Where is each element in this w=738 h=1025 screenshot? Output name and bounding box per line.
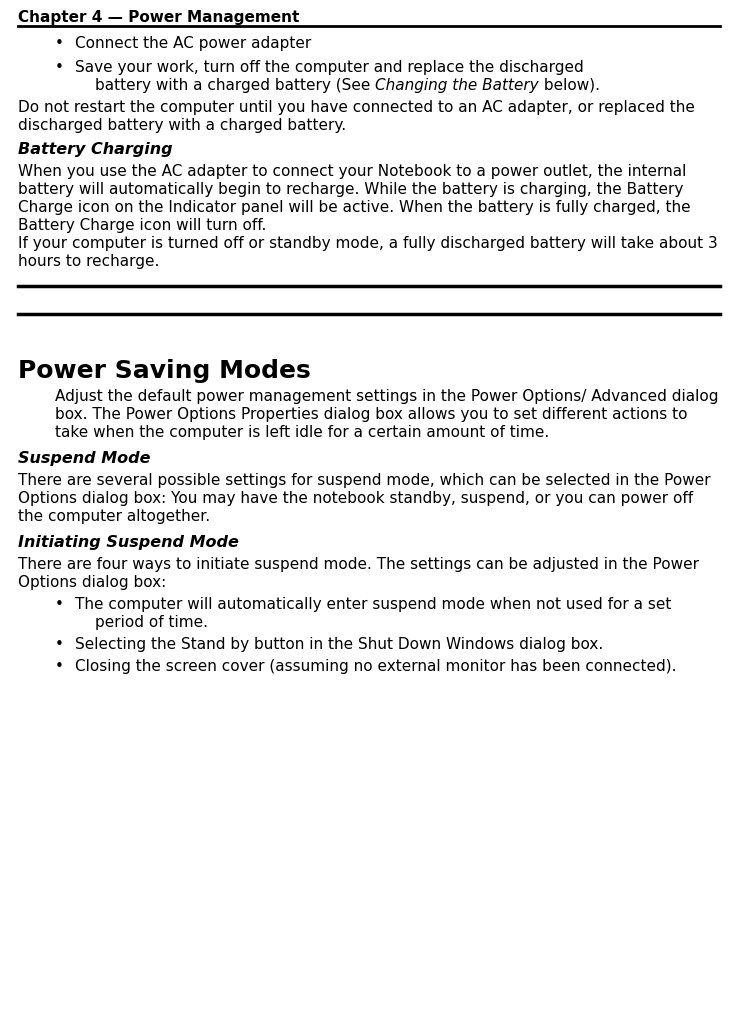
Text: Selecting the Stand by button in the Shut Down Windows dialog box.: Selecting the Stand by button in the Shu… [75, 637, 603, 652]
Text: The computer will automatically enter suspend mode when not used for a set: The computer will automatically enter su… [75, 597, 672, 612]
Text: Options dialog box:: Options dialog box: [18, 575, 166, 590]
Text: Charge icon on the Indicator panel will be active. When the battery is fully cha: Charge icon on the Indicator panel will … [18, 200, 691, 215]
Text: Battery Charge icon will turn off.: Battery Charge icon will turn off. [18, 218, 266, 233]
Text: take when the computer is left idle for a certain amount of time.: take when the computer is left idle for … [55, 425, 549, 440]
Text: Connect the AC power adapter: Connect the AC power adapter [75, 36, 311, 51]
Text: battery will automatically begin to recharge. While the battery is charging, the: battery will automatically begin to rech… [18, 182, 683, 197]
Text: Changing the Battery: Changing the Battery [375, 78, 539, 93]
Text: box. The Power Options Properties dialog box allows you to set different actions: box. The Power Options Properties dialog… [55, 407, 688, 422]
Text: Power Saving Modes: Power Saving Modes [18, 359, 311, 383]
Text: If your computer is turned off or standby mode, a fully discharged battery will : If your computer is turned off or standb… [18, 236, 718, 251]
Text: hours to recharge.: hours to recharge. [18, 254, 159, 269]
Text: •: • [55, 36, 64, 51]
Text: When you use the AC adapter to connect your Notebook to a power outlet, the inte: When you use the AC adapter to connect y… [18, 164, 686, 179]
Text: Suspend Mode: Suspend Mode [18, 451, 151, 466]
Text: Options dialog box: You may have the notebook standby, suspend, or you can power: Options dialog box: You may have the not… [18, 491, 693, 506]
Text: period of time.: period of time. [95, 615, 208, 630]
Text: Save your work, turn off the computer and replace the discharged: Save your work, turn off the computer an… [75, 60, 584, 75]
Text: There are several possible settings for suspend mode, which can be selected in t: There are several possible settings for … [18, 473, 711, 488]
Text: Do not restart the computer until you have connected to an AC adapter, or replac: Do not restart the computer until you ha… [18, 100, 695, 115]
Text: Battery Charging: Battery Charging [18, 142, 173, 157]
Text: •: • [55, 637, 64, 652]
Text: •: • [55, 659, 64, 674]
Text: Initiating Suspend Mode: Initiating Suspend Mode [18, 535, 239, 550]
Text: •: • [55, 60, 64, 75]
Text: battery with a charged battery (See: battery with a charged battery (See [95, 78, 375, 93]
Text: There are four ways to initiate suspend mode. The settings can be adjusted in th: There are four ways to initiate suspend … [18, 557, 699, 572]
Text: Chapter 4 — Power Management: Chapter 4 — Power Management [18, 10, 300, 25]
Text: •: • [55, 597, 64, 612]
Text: the computer altogether.: the computer altogether. [18, 509, 210, 524]
Text: Closing the screen cover (assuming no external monitor has been connected).: Closing the screen cover (assuming no ex… [75, 659, 677, 674]
Text: below).: below). [539, 78, 600, 93]
Text: discharged battery with a charged battery.: discharged battery with a charged batter… [18, 118, 346, 133]
Text: Adjust the default power management settings in the Power Options/ Advanced dial: Adjust the default power management sett… [55, 390, 719, 404]
